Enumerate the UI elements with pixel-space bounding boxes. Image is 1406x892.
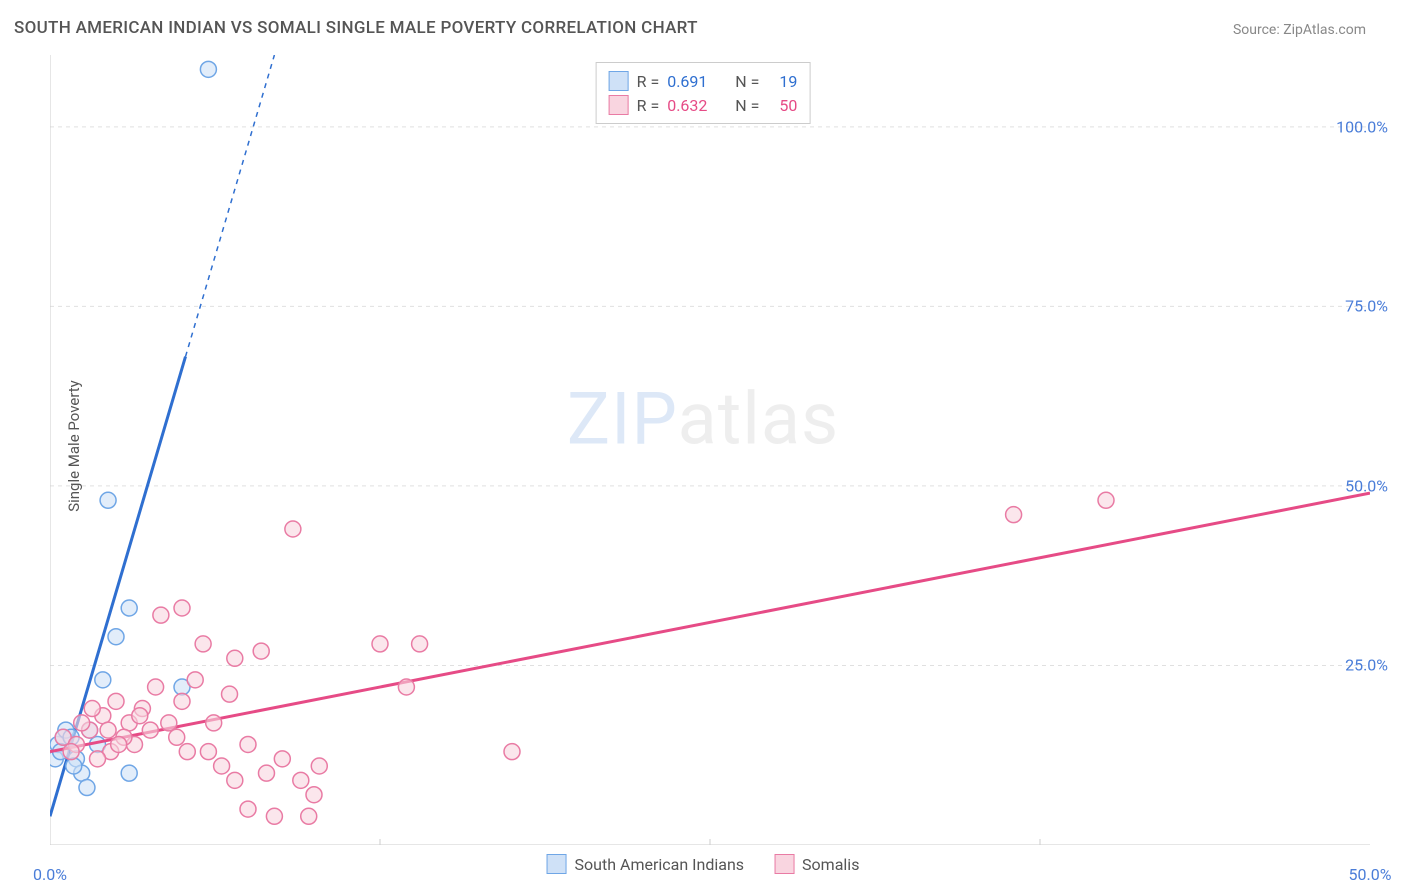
legend-n-label: N = [735, 72, 759, 91]
legend-n-value: 19 [767, 72, 797, 91]
legend-r-value: 0.691 [667, 72, 727, 91]
legend-stats: R = 0.691 N = 19 R = 0.632 N = 50 [596, 62, 811, 124]
legend-series-item: Somalis [774, 854, 859, 874]
legend-swatch [609, 71, 629, 91]
legend-r-label: R = [637, 96, 660, 115]
legend-r-value: 0.632 [667, 96, 727, 115]
y-tick-label: 25.0% [1345, 656, 1388, 675]
x-tick-label: 0.0% [33, 865, 67, 884]
legend-swatch [774, 854, 794, 874]
legend-stats-row: R = 0.632 N = 50 [609, 93, 798, 117]
legend-r-label: R = [637, 72, 660, 91]
legend-stats-row: R = 0.691 N = 19 [609, 69, 798, 93]
plot-svg [50, 55, 1370, 845]
legend-swatch [547, 854, 567, 874]
legend-swatch [609, 95, 629, 115]
legend-series-label: South American Indians [575, 855, 745, 874]
chart-container: SOUTH AMERICAN INDIAN VS SOMALI SINGLE M… [0, 0, 1406, 892]
chart-source: Source: ZipAtlas.com [1233, 22, 1366, 38]
y-tick-label: 50.0% [1345, 476, 1388, 495]
x-tick-label: 50.0% [1349, 865, 1392, 884]
legend-n-value: 50 [767, 96, 797, 115]
legend-series-label: Somalis [802, 855, 859, 874]
legend-series: South American Indians Somalis [547, 854, 860, 874]
y-tick-label: 75.0% [1345, 297, 1388, 316]
y-tick-label: 100.0% [1336, 117, 1388, 136]
legend-n-label: N = [735, 96, 759, 115]
chart-title: SOUTH AMERICAN INDIAN VS SOMALI SINGLE M… [14, 18, 698, 38]
legend-series-item: South American Indians [547, 854, 745, 874]
